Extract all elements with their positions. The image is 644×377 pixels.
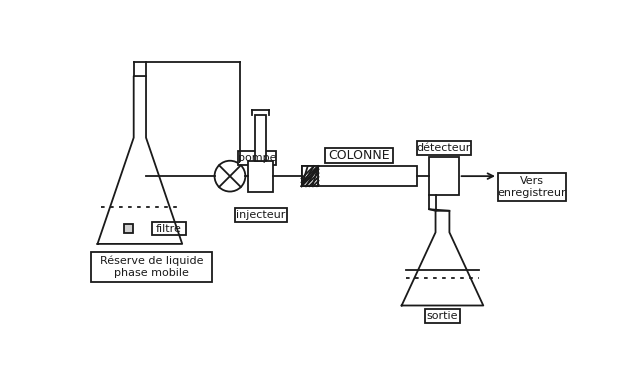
Bar	[301, 166, 417, 186]
Bar	[430, 157, 459, 195]
Bar	[301, 166, 319, 186]
Text: sortie: sortie	[427, 311, 459, 321]
Bar	[425, 310, 460, 323]
Bar	[234, 208, 287, 222]
Bar	[152, 222, 186, 235]
Text: pompe: pompe	[238, 153, 276, 162]
Bar	[498, 173, 565, 201]
Bar	[325, 148, 393, 163]
Text: Vers
enregistreur: Vers enregistreur	[497, 176, 566, 198]
Bar	[124, 224, 133, 233]
Bar	[301, 166, 319, 186]
Text: COLONNE: COLONNE	[328, 149, 390, 162]
Text: filtre: filtre	[156, 224, 182, 233]
Bar	[256, 115, 266, 161]
Bar	[249, 161, 273, 192]
Text: Réserve de liquide
phase mobile: Réserve de liquide phase mobile	[100, 256, 203, 278]
Bar	[91, 251, 213, 282]
Text: détecteur: détecteur	[417, 143, 471, 153]
Bar	[238, 151, 276, 165]
Bar	[417, 141, 471, 155]
Text: injecteur: injecteur	[236, 210, 285, 220]
